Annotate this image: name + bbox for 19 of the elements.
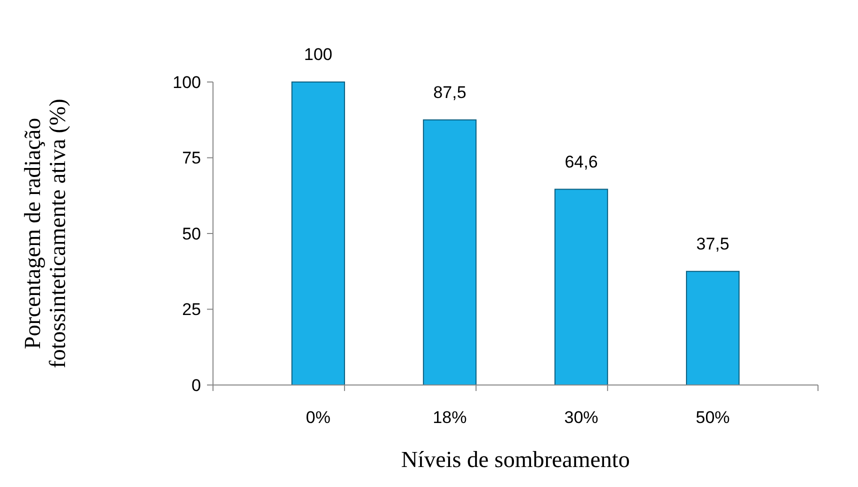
y-tick-label: 50	[182, 224, 201, 244]
data-label: 87,5	[433, 82, 466, 102]
bar	[554, 188, 608, 386]
data-label: 64,6	[564, 152, 598, 172]
x-tick-label: 50%	[696, 408, 730, 427]
bar	[686, 270, 740, 386]
y-tick-label: 100	[172, 72, 201, 92]
y-tick-label: 0	[192, 376, 201, 395]
data-label: 100	[304, 45, 332, 64]
x-tick-label: 30%	[564, 408, 598, 427]
bar	[291, 82, 346, 386]
data-label: 37,5	[696, 234, 730, 254]
x-axis-title: Níveis de sombreamento	[401, 447, 630, 472]
y-tick-label: 75	[182, 148, 201, 168]
y-tick-label: 25	[182, 300, 201, 320]
bar	[422, 119, 477, 386]
x-tick-label: 18%	[432, 408, 467, 427]
x-tick-label: 0%	[306, 408, 331, 427]
y-axis-title: Porcentagem de radiação fotossinteticamente ativa (%)	[20, 98, 70, 368]
